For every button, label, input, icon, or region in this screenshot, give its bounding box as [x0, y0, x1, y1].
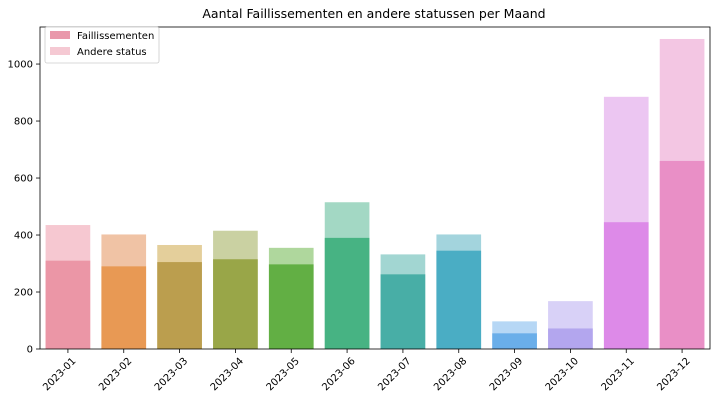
x-tick-label-2023-12: 2023-12 [655, 356, 692, 393]
bar-faillissementen-2023-01 [45, 260, 91, 349]
y-tick-label: 1000 [8, 60, 33, 71]
bar-faillissementen-2023-06 [324, 237, 370, 349]
legend-label-andere-status: Andere status [77, 47, 147, 58]
x-tick-label-2023-11: 2023-11 [600, 356, 637, 393]
x-tick-label-2023-06: 2023-06 [320, 356, 357, 393]
x-tick-label-2023-04: 2023-04 [209, 356, 246, 393]
y-tick-label: 400 [14, 231, 33, 242]
x-tick-label-2023-07: 2023-07 [376, 356, 413, 393]
y-tick-label: 600 [14, 174, 33, 185]
bar-faillissementen-2023-12 [659, 160, 705, 349]
bar-faillissementen-2023-03 [157, 262, 202, 349]
x-tick-label-2023-03: 2023-03 [153, 356, 190, 393]
x-tick-label-2023-10: 2023-10 [544, 356, 581, 393]
y-tick-label: 0 [27, 345, 33, 356]
legend: Faillissementen Andere status [44, 26, 160, 64]
bar-faillissementen-2023-07 [380, 274, 426, 349]
x-tick-label-2023-01: 2023-01 [41, 356, 78, 393]
bar-faillissementen-2023-09 [492, 333, 537, 349]
y-tick-label: 800 [14, 117, 33, 128]
bar-faillissementen-2023-05 [268, 264, 314, 349]
bar-faillissementen-2023-08 [436, 250, 482, 349]
bar-faillissementen-2023-04 [213, 259, 258, 349]
y-axis: 0 200 400 600 800 1000 [8, 60, 40, 356]
y-tick-label: 200 [14, 288, 33, 299]
legend-swatch-faillissementen [50, 31, 70, 39]
legend-box [44, 26, 160, 64]
bar-faillissementen-2023-02 [101, 266, 147, 349]
faillissementen-bars [45, 160, 705, 349]
legend-label-faillissementen: Faillissementen [77, 31, 154, 42]
chart-title: Aantal Faillissementen en andere statuss… [202, 6, 545, 21]
x-axis: 2023-01 2023-02 2023-03 2023-04 2023-05 2023-… [41, 349, 693, 393]
x-tick-label-2023-09: 2023-09 [488, 356, 525, 393]
plot-frame [39, 26, 711, 350]
legend-swatch-andere-status [50, 47, 70, 55]
x-tick-label-2023-02: 2023-02 [97, 356, 134, 393]
bar-faillissementen-2023-10 [548, 328, 593, 349]
x-tick-label-2023-05: 2023-05 [265, 356, 302, 393]
bar-faillissementen-2023-11 [603, 222, 649, 349]
x-tick-label-2023-08: 2023-08 [432, 356, 469, 393]
